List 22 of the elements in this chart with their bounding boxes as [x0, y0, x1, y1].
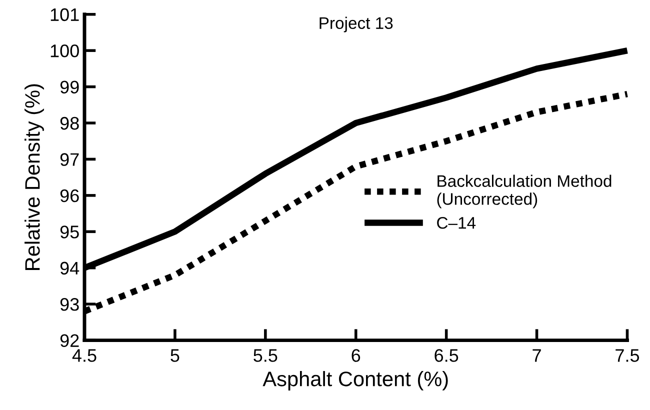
y-tick-label: 100 — [50, 44, 79, 58]
y-tick-label: 92 — [60, 334, 79, 348]
y-axis-title: Relative Density (%) — [24, 84, 44, 270]
legend-label: Backcalculation Method (Uncorrected) — [437, 174, 612, 208]
x-tick-label: 6 — [352, 349, 360, 362]
y-tick-label: 99 — [60, 80, 79, 94]
x-tick-label: 5 — [170, 349, 180, 362]
x-tick-label: 5.5 — [254, 349, 278, 362]
x-tick-label: 4.5 — [72, 349, 96, 362]
y-tick-label: 95 — [60, 226, 79, 238]
y-tick-label: 98 — [60, 116, 79, 130]
y-tick-label: 96 — [60, 189, 79, 202]
chart-title: Project 13 — [320, 16, 393, 32]
x-axis-title: Asphalt Content (%) — [262, 371, 448, 390]
x-tick-label: 7 — [532, 349, 541, 362]
y-tick-label: 97 — [60, 153, 79, 166]
y-tick-label: 94 — [60, 262, 80, 275]
x-tick-label: 7.5 — [616, 349, 640, 362]
y-tick-label: 101 — [50, 8, 79, 22]
legend-label: C–14 — [437, 216, 476, 229]
y-tick-label: 93 — [60, 298, 79, 311]
x-tick-label: 6.5 — [434, 349, 458, 362]
